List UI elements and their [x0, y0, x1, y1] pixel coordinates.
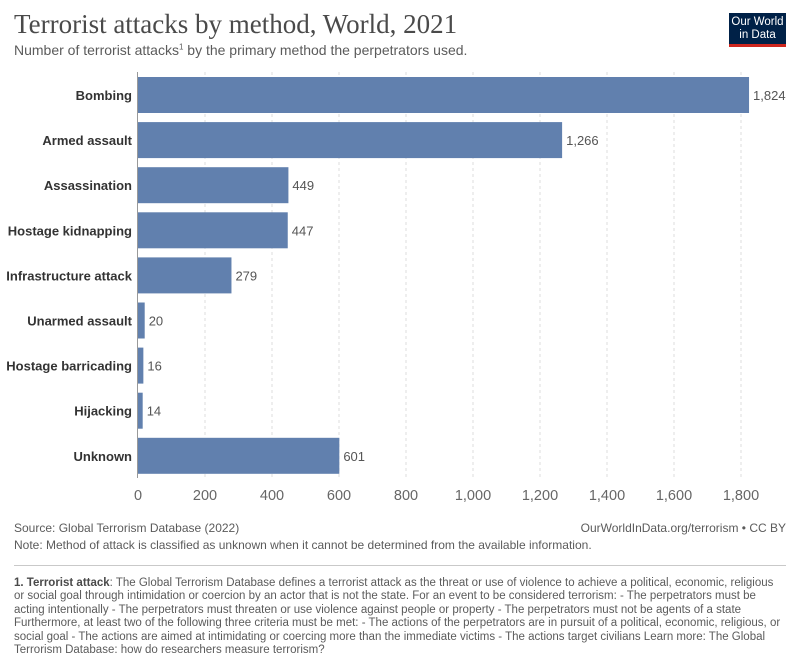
owid-logo[interactable]: Our World in Data: [729, 13, 786, 47]
category-label: Unknown: [74, 449, 133, 464]
chart-subtitle: Number of terrorist attacks1 by the prim…: [14, 42, 467, 58]
subtitle-text-rest: by the primary method the perpetrators u…: [183, 42, 468, 58]
x-tick-label: 1,200: [522, 488, 558, 504]
bar: [138, 347, 144, 384]
footnote-text: : The Global Terrorism Database defines …: [14, 577, 781, 657]
category-label: Unarmed assault: [27, 314, 132, 329]
category-label: Hostage kidnapping: [8, 223, 132, 238]
footnote: 1. Terrorist attack: The Global Terroris…: [14, 577, 786, 657]
x-tick-label: 400: [260, 488, 284, 504]
bar-chart: Bombing Armed assault Assassination Hostage…: [6, 72, 786, 504]
x-tick-label: 1,400: [589, 488, 625, 504]
value-label: 449: [292, 178, 314, 193]
x-tick-label: 1,800: [723, 488, 759, 504]
x-tick-label: 200: [193, 488, 217, 504]
x-tick-label: 1,600: [656, 488, 692, 504]
note-text: Note: Method of attack is classified as …: [14, 538, 592, 552]
bars: [138, 77, 750, 474]
category-label: Armed assault: [42, 133, 132, 148]
value-label: 14: [147, 404, 161, 419]
bar: [138, 167, 289, 204]
x-axis-ticks: 0 200 400 600 800 1,000 1,200 1,400 1,600 1,800: [134, 488, 759, 504]
bar: [138, 77, 750, 113]
credit-link[interactable]: OurWorldInData.org/terrorism • CC BY: [580, 521, 786, 535]
x-tick-label: 1,000: [455, 488, 491, 504]
source-text: Source: Global Terrorism Database (2022): [14, 521, 240, 535]
footnote-marker[interactable]: 1: [178, 42, 184, 52]
value-label: 20: [149, 314, 163, 329]
category-label: Hijacking: [74, 404, 132, 419]
x-tick-label: 0: [134, 488, 142, 504]
value-label: 1,824: [753, 88, 786, 103]
bar: [138, 122, 563, 159]
value-labels: 1,824 1,266 449 447 279 20 16 14 601: [147, 88, 786, 464]
bar: [138, 437, 340, 474]
chart-title: Terrorist attacks by method, World, 2021: [14, 9, 458, 39]
category-label: Hostage barricading: [6, 359, 132, 374]
bar: [138, 392, 143, 429]
logo-line-2: in Data: [739, 29, 776, 41]
category-label: Infrastructure attack: [6, 268, 132, 283]
category-label: Assassination: [44, 178, 132, 193]
category-labels: Bombing Armed assault Assassination Hostage…: [6, 88, 132, 464]
footer-divider: [14, 565, 786, 566]
value-label: 601: [343, 449, 365, 464]
logo-line-1: Our World: [731, 16, 784, 28]
value-label: 279: [235, 268, 257, 283]
bar: [138, 212, 288, 249]
value-label: 1,266: [566, 133, 599, 148]
bar: [138, 257, 232, 294]
x-tick-label: 600: [327, 488, 351, 504]
value-label: 16: [147, 359, 161, 374]
footnote-label: 1. Terrorist attack: [14, 577, 110, 589]
value-label: 447: [292, 223, 314, 238]
category-label: Bombing: [76, 88, 132, 103]
bar: [138, 302, 145, 339]
x-tick-label: 800: [394, 488, 418, 504]
subtitle-text: Number of terrorist attacks: [14, 42, 179, 58]
